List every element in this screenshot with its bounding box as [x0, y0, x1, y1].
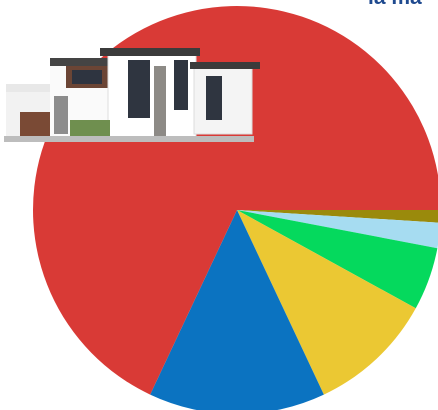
- pie-slice: [237, 210, 438, 249]
- roof: [50, 58, 150, 66]
- roof: [190, 62, 260, 69]
- pie-slice: [150, 210, 324, 410]
- window: [206, 76, 222, 120]
- house-image: [4, 48, 260, 142]
- window: [128, 60, 150, 118]
- ground: [4, 136, 254, 142]
- roof: [6, 84, 62, 92]
- chart-title: la ma: [368, 0, 422, 9]
- pie-slice: [237, 210, 438, 223]
- pie-slice: [237, 210, 438, 309]
- garden: [70, 120, 110, 136]
- window: [174, 60, 188, 110]
- stone-wall: [54, 96, 68, 134]
- window: [72, 70, 102, 84]
- roof: [100, 48, 200, 56]
- house-wing: [193, 65, 253, 135]
- pie-slice: [237, 210, 416, 395]
- garage-door: [20, 112, 50, 138]
- stone-wall: [154, 66, 166, 136]
